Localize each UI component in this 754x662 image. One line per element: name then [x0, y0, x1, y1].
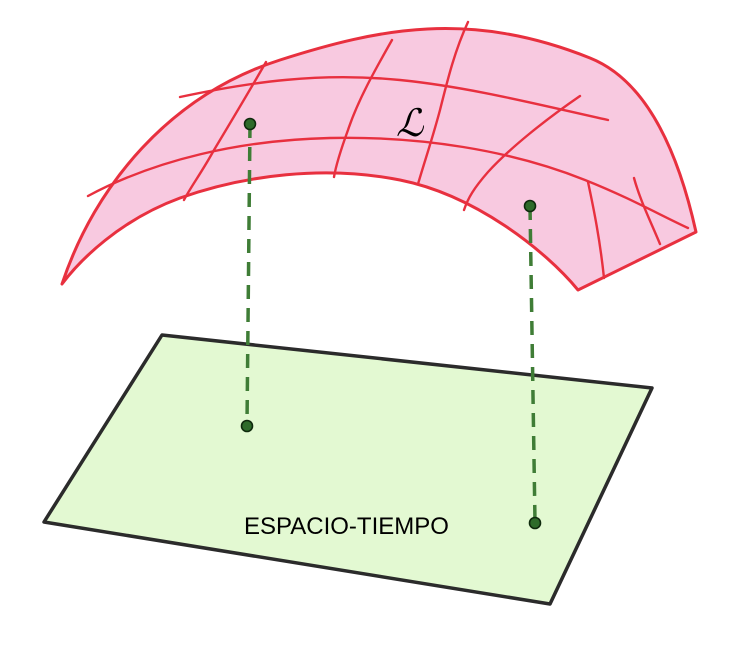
- surface-point-left: [243, 117, 257, 131]
- plane-point-left: [240, 419, 254, 433]
- surface-grid-line: [416, 20, 470, 186]
- surface-grid-line: [586, 180, 606, 280]
- curved-surface: [60, 20, 698, 292]
- surface-grid-line: [462, 94, 582, 212]
- surface-outline: [60, 27, 698, 292]
- spacetime-label: ESPACIO-TIEMPO: [244, 513, 449, 540]
- projection-line-left: [245, 123, 252, 425]
- surface-grid-line: [332, 38, 394, 179]
- surface-label: ℒ: [396, 101, 425, 145]
- surface-point-right: [523, 199, 537, 213]
- surface-grid-line: [182, 60, 268, 202]
- surface-grid-line: [178, 75, 610, 122]
- spacetime-plane: [42, 333, 654, 606]
- projection-line-right: [528, 205, 537, 523]
- surface-grid-line: [632, 176, 662, 246]
- surface-grid-line: [86, 136, 690, 230]
- surface-fill: [62, 28, 696, 290]
- plane-point-right: [528, 516, 542, 530]
